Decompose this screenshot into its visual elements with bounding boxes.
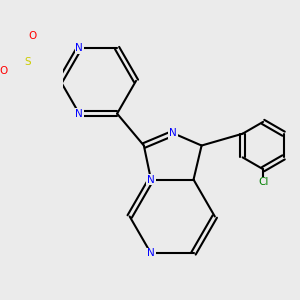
Text: S: S [24,57,31,67]
Text: N: N [75,109,83,118]
Text: N: N [147,248,155,258]
Text: N: N [169,128,177,138]
Text: Cl: Cl [258,177,268,188]
Text: O: O [28,31,36,41]
Text: N: N [147,175,155,184]
Text: O: O [0,66,7,76]
Text: N: N [75,43,83,53]
